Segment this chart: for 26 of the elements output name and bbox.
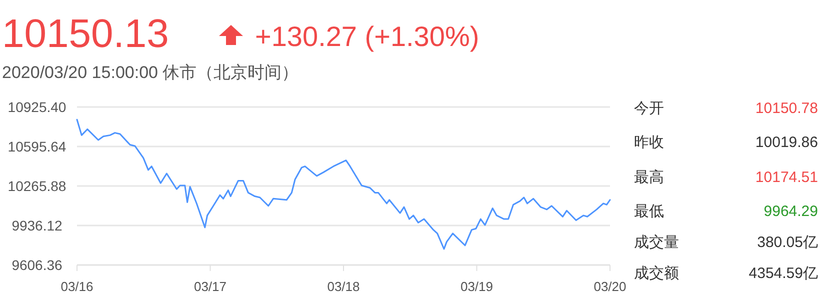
text: 4354.59亿 (748, 265, 818, 282)
x-tick-label: 03/19 (460, 279, 494, 294)
text: 10174.51 (755, 169, 818, 186)
text: +130.27 (+1.30%) (255, 21, 480, 52)
category-label: 成交额 (634, 265, 679, 282)
category-label: 最高 (634, 169, 664, 186)
chart-title: 10150.13 (2, 12, 169, 56)
text: 9964.29 (764, 203, 818, 220)
category-label: 最低 (634, 203, 664, 220)
chart-subtitle: 2020/03/20 15:00:00 休市（北京时间） (2, 63, 299, 82)
line-series (76, 118, 611, 250)
y-tick-label: 9936.12 (12, 217, 63, 234)
x-tick-label: 03/20 (594, 279, 626, 294)
x-tick-label: 03/17 (194, 279, 227, 294)
text: 10150.78 (755, 100, 818, 117)
category-label: 成交量 (634, 234, 679, 251)
category-label: 今开 (634, 100, 664, 117)
text: 380.05亿 (757, 234, 818, 251)
x-tick-label: 03/18 (327, 279, 360, 294)
x-tick-label: 03/16 (60, 279, 94, 294)
y-tick-label: 10925.40 (8, 98, 66, 115)
y-tick-label: 10265.88 (8, 178, 66, 194)
y-tick-label: 9606.36 (12, 256, 63, 273)
y-tick-label: 10595.64 (8, 138, 66, 154)
text: 10019.86 (755, 134, 818, 151)
category-label: 昨收 (634, 134, 664, 151)
